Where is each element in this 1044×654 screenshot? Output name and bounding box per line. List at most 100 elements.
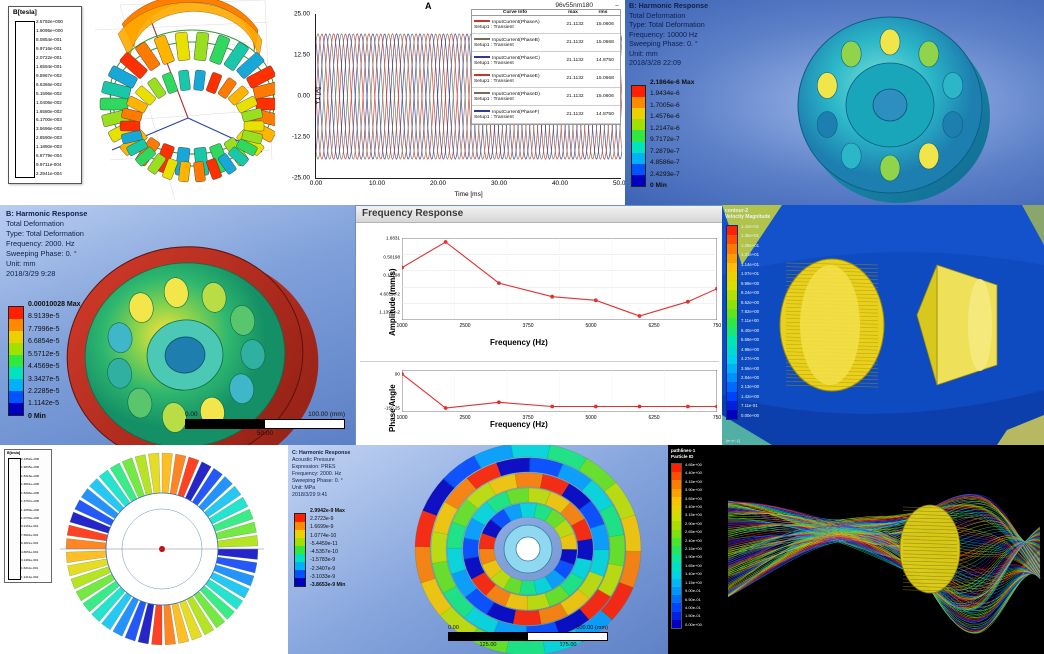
scale-left: 0.00 <box>448 625 459 631</box>
color-band <box>295 513 305 522</box>
panel-d-timestamp: 2018/3/29 9:28 <box>6 269 56 278</box>
legend-value: 9.24e+00 <box>741 290 760 296</box>
legend-value: 2.8590e-003 <box>36 135 62 141</box>
curve-setup: Setup1 : Transient <box>474 60 514 66</box>
acoustic-pressure-contour <box>414 445 642 654</box>
magnetic-flux-density-panel: B[tesla] 2.5792e+000 1.9095e+000 8.0854e-0… <box>0 0 275 205</box>
harmonic-deformation-2000hz-panel: B: Harmonic Response Total Deformation T… <box>0 205 355 445</box>
curve-name-cell: InputCurrent(PhaseE) Setup1 : Transient <box>472 74 560 84</box>
panel-f-header: contour-2 Velocity Magnitude <box>725 208 770 220</box>
phase-x-tick: 3750 <box>522 415 534 421</box>
color-band <box>295 569 305 578</box>
legend-value: 1.14e+01 <box>741 261 760 267</box>
color-band <box>727 382 737 392</box>
panel-d-line3: Type: Total Deformation <box>6 229 84 238</box>
color-band <box>672 611 681 620</box>
color-band <box>295 521 305 530</box>
curve-rms: 15.0606 <box>596 22 614 27</box>
panel-h-title: C: Harmonic Response <box>292 450 351 456</box>
legend-value: 2.84e+00 <box>741 375 760 380</box>
legend-value: 9.2161e-001 <box>21 524 39 529</box>
y-axis-label: Y1 [A] <box>314 87 322 105</box>
legend-value: 3.5696e-003 <box>36 126 62 132</box>
legend-value: 2.13e+00 <box>741 384 760 390</box>
legend-value: 1.9835e+000 <box>21 465 40 470</box>
legend-value: 8.52e+00 <box>741 299 760 305</box>
phase-x-tick: 6250 <box>648 415 660 421</box>
color-band <box>9 343 23 356</box>
2d-flux-distribution-panel: B[tesla] 2.1352e+000 1.9835e+000 1.8318e+0… <box>0 445 288 654</box>
amp-x-tick: 6250 <box>648 323 660 329</box>
curve-color-swatch <box>474 38 490 40</box>
transient-current-plot-panel: A 96v55nm180 − Y1 [A] Time [ms] 25.00 12.… <box>275 0 626 205</box>
scale-mid-left: 125.00 <box>479 642 497 648</box>
amplitude-x-axis-title: Frequency (Hz) <box>490 338 548 347</box>
legend-value: 1.0733e+000 <box>21 515 40 520</box>
curve-info-row: InputCurrent(PhaseB) Setup1 : Transient 21… <box>472 34 620 52</box>
color-band <box>727 262 737 273</box>
color-band <box>727 244 737 254</box>
legend-value: 5.1596e-002 <box>36 90 62 96</box>
x-tick: 20.00 <box>430 180 446 187</box>
color-band <box>9 391 23 404</box>
color-band <box>727 410 737 420</box>
panel-h-scale-bar: 0.00 300.00 (mm) 125.00 175.00 <box>448 625 608 648</box>
legend-value: 1.6801e+000 <box>21 482 40 487</box>
legend-value: 7.11e+00 <box>741 318 759 324</box>
legend-value: 1.0406e-002 <box>36 99 62 105</box>
legend-value: 1.9095e+000 <box>36 27 63 33</box>
color-band <box>672 537 681 547</box>
amp-y-tick: 0.15198 <box>383 272 400 278</box>
color-band <box>727 281 737 291</box>
flux-legend-title: B[tesla] <box>13 9 37 16</box>
phase-x-axis-title: Frequency (Hz) <box>490 420 548 429</box>
amp-x-tick: 1000 <box>396 323 408 329</box>
color-bar <box>631 85 646 187</box>
panel-d-title: B: Harmonic Response <box>6 209 88 218</box>
color-band <box>9 367 23 380</box>
acoustic-pressure-panel: C: Harmonic Response Acoustic Pressure E… <box>288 445 668 654</box>
color-band <box>9 355 23 368</box>
legend-value: -5.4459e-11 <box>310 540 338 547</box>
x-tick: 30.00 <box>491 180 507 187</box>
color-band <box>672 587 681 596</box>
panel-f-subtitle: Velocity Magnitude <box>725 214 771 220</box>
color-band <box>727 400 737 411</box>
legend-value: 3.3427e-5 <box>28 375 60 383</box>
pathlines-view <box>668 445 1044 654</box>
legend-value: 0 Min <box>650 182 667 190</box>
color-band <box>632 86 645 98</box>
legend-value: 1.21e+01 <box>741 252 760 258</box>
legend-value: 1.65e+00 <box>685 562 702 568</box>
color-band <box>727 364 737 374</box>
legend: 4.65e+00 4.40e+00 4.15e+00 3.90e+00 3.65e+00… <box>671 463 702 629</box>
legend-value: 1.1890e-003 <box>36 144 62 150</box>
scale-right: 100.00 (mm) <box>308 411 345 418</box>
phase-chart: Phase Angle 90 -150.25 1000 2500 3750 5000 62… <box>360 361 721 444</box>
legend-value: 3.40e+00 <box>685 504 702 510</box>
amp-x-tick: 750 <box>712 323 722 329</box>
y-tick: -25.00 <box>291 174 310 182</box>
color-band <box>295 553 305 562</box>
legend-value: 2.2941e-004 <box>36 171 62 177</box>
legend: 2.1864e-6 Max 1.9434e-6 1.7005e-6 1.4576e-6… <box>631 79 694 190</box>
legend-value: 6.6366e-002 <box>36 81 62 87</box>
legend-value: 1.4576e-6 <box>650 113 680 121</box>
curve-color-swatch <box>474 92 490 94</box>
color-band <box>295 537 305 546</box>
color-band <box>672 546 681 555</box>
minimize-icon[interactable]: − <box>614 3 619 10</box>
rotor-deformation-3d-view <box>797 16 990 203</box>
legend-value: 1.9434e-6 <box>650 90 680 98</box>
y-tick: 25.00 <box>293 10 310 18</box>
legend-value: 1.42e+01 <box>741 224 760 229</box>
legend-value: 1.6580e-002 <box>36 108 62 114</box>
cfd-fan-view <box>722 205 1044 445</box>
color-band <box>672 472 681 481</box>
panel-c-line6: Unit: mm <box>629 48 658 58</box>
legend: 0.00010028 Max 8.9139e-5 7.7996e-5 6.6854e-… <box>8 301 81 420</box>
legend-value: 6.8779e-004 <box>36 153 62 159</box>
color-band <box>632 141 645 153</box>
panel-d-line4: Frequency: 2000. Hz <box>6 239 75 248</box>
panel-c-line2: Total Deformation <box>629 10 686 20</box>
